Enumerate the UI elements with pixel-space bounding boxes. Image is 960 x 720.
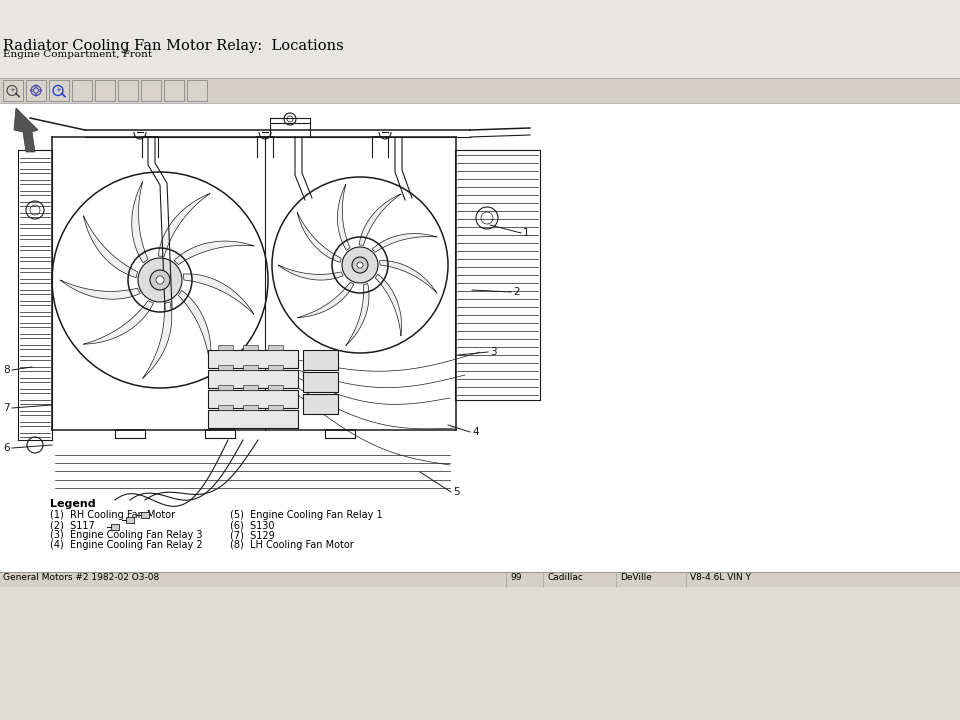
Text: V8-4.6L VIN Y: V8-4.6L VIN Y	[690, 573, 751, 582]
Bar	[126, 517, 134, 523]
Text: (2)  S117: (2) S117	[50, 520, 95, 530]
Polygon shape	[174, 241, 254, 264]
Circle shape	[357, 262, 363, 268]
Polygon shape	[84, 301, 154, 344]
Bar	[243, 385, 258, 390]
Bar	[268, 385, 283, 390]
Text: Legend: Legend	[50, 499, 96, 509]
Bar	[0, 78, 960, 103]
Text: (5)  Engine Cooling Fan Relay 1: (5) Engine Cooling Fan Relay 1	[230, 510, 383, 520]
Polygon shape	[84, 216, 137, 278]
Text: (8)  LH Cooling Fan Motor: (8) LH Cooling Fan Motor	[230, 540, 353, 550]
Bar	[26, 80, 46, 101]
Polygon shape	[142, 302, 172, 379]
Bar	[187, 80, 207, 101]
Bar	[218, 365, 233, 370]
Bar	[303, 372, 338, 392]
Polygon shape	[60, 280, 140, 300]
Polygon shape	[278, 265, 343, 280]
Text: DeVille: DeVille	[620, 573, 652, 582]
Text: 8: 8	[4, 365, 10, 375]
Text: 2: 2	[513, 287, 519, 297]
Circle shape	[342, 247, 378, 283]
Circle shape	[156, 276, 164, 284]
Text: 1: 1	[523, 228, 530, 238]
Polygon shape	[132, 181, 148, 263]
Text: (7)  S129: (7) S129	[230, 530, 275, 540]
Bar	[218, 385, 233, 390]
Bar	[243, 345, 258, 350]
Bar	[0, 587, 960, 720]
Text: Cadillac: Cadillac	[548, 573, 584, 582]
Text: General Motors #2 1982-02 O3-08: General Motors #2 1982-02 O3-08	[3, 573, 159, 582]
Polygon shape	[179, 290, 211, 366]
Text: 5: 5	[453, 487, 460, 497]
Polygon shape	[183, 274, 254, 315]
Text: 6: 6	[4, 443, 10, 453]
Bar	[208, 350, 298, 368]
Polygon shape	[298, 282, 354, 318]
Bar	[164, 80, 184, 101]
Bar	[208, 390, 298, 408]
Text: 7: 7	[4, 403, 10, 413]
Text: (4)  Engine Cooling Fan Relay 2: (4) Engine Cooling Fan Relay 2	[50, 540, 203, 550]
Bar	[218, 345, 233, 350]
Bar	[141, 512, 149, 518]
Circle shape	[352, 257, 368, 273]
Text: Radiator Cooling Fan Motor Relay:  Locations: Radiator Cooling Fan Motor Relay: Locati…	[3, 39, 344, 53]
Bar	[243, 365, 258, 370]
Bar	[268, 405, 283, 410]
Bar	[243, 405, 258, 410]
Polygon shape	[379, 261, 437, 293]
Polygon shape	[359, 194, 401, 246]
Text: (3)  Engine Cooling Fan Relay 3: (3) Engine Cooling Fan Relay 3	[50, 530, 203, 540]
Polygon shape	[375, 274, 401, 336]
Polygon shape	[14, 108, 38, 152]
Text: (6)  S130: (6) S130	[230, 520, 275, 530]
Text: 99: 99	[510, 573, 521, 582]
Bar	[268, 365, 283, 370]
Bar	[0, 103, 960, 572]
Circle shape	[138, 258, 182, 302]
Text: 3: 3	[490, 347, 496, 357]
Text: Engine Compartment, Front: Engine Compartment, Front	[3, 50, 152, 59]
Bar	[3, 80, 23, 101]
Polygon shape	[337, 184, 350, 251]
Bar	[208, 410, 298, 428]
Text: (1)  RH Cooling Fan Motor: (1) RH Cooling Fan Motor	[50, 510, 175, 520]
Text: +: +	[9, 88, 15, 94]
Bar	[111, 524, 119, 530]
Bar	[49, 80, 69, 101]
Bar	[141, 80, 161, 101]
Polygon shape	[372, 233, 437, 252]
Bar	[0, 572, 960, 587]
Bar	[0, 0, 960, 78]
Bar	[118, 80, 138, 101]
Polygon shape	[346, 284, 369, 346]
Circle shape	[150, 270, 170, 290]
Polygon shape	[158, 194, 210, 256]
Bar	[218, 405, 233, 410]
Bar	[303, 394, 338, 414]
Bar	[303, 350, 338, 370]
Text: +: +	[55, 88, 60, 94]
Bar	[72, 80, 92, 101]
Bar	[208, 370, 298, 388]
Polygon shape	[298, 212, 341, 262]
Text: 4: 4	[472, 427, 479, 437]
Bar	[268, 345, 283, 350]
Bar	[95, 80, 115, 101]
